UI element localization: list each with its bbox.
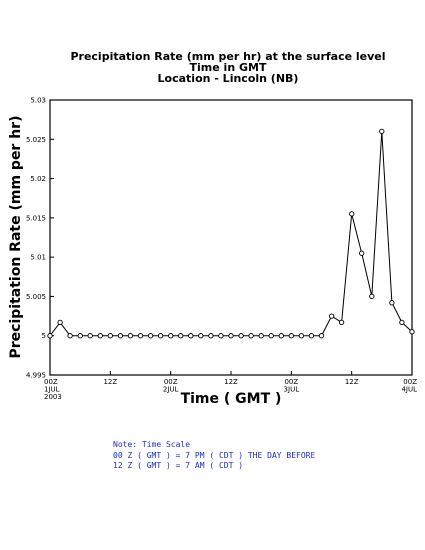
data-point [359,250,365,256]
x-tick-label: 00Z [44,378,58,386]
data-point [349,211,355,217]
x-tick-label: 00Z [284,378,298,386]
y-tick-label: 5.01 [30,254,46,262]
x-tick-label: 4JUL [401,386,417,394]
y-tick-label: 5.025 [26,136,46,144]
x-tick-label: 1JUL [44,386,60,394]
data-point [318,333,325,339]
data-point [248,333,254,339]
data-point [198,333,204,339]
data-point [288,333,294,339]
data-point [77,333,83,339]
data-point [308,333,315,339]
y-tick-label: 5.03 [30,97,46,105]
note-line-2: 00 Z ( GMT ) = 7 PM ( CDT ) THE DAY BEFO… [113,450,316,460]
y-tick-label: 5.015 [26,214,46,222]
data-point [338,319,345,326]
y-tick-label: 5.02 [30,175,46,183]
x-tick-label: 00Z [164,378,178,386]
data-point [208,333,214,339]
data-point [67,333,73,339]
data-point [127,333,134,339]
x-tick-label: 00Z [403,378,417,386]
data-point [178,333,184,339]
y-tick-label: 4.995 [26,372,46,380]
data-point [258,333,264,339]
data-point [379,128,385,135]
data-point [117,333,124,339]
data-point [328,313,335,319]
data-point [157,333,164,339]
data-point [107,333,113,339]
chart-title-line-2: Time in GMT [190,61,267,74]
note-line-3: 12 Z ( GMT ) = 7 AM ( CDT ) [113,461,244,470]
x-tick-label: 12Z [103,378,117,386]
x-tick-label: 3JUL [284,386,300,394]
chart-title-line-1: Precipitation Rate (mm per hr) at the su… [70,50,385,63]
data-point [369,293,375,300]
data-point [268,333,274,339]
data-point [278,333,284,339]
data-point [228,333,234,339]
data-point [409,329,415,335]
y-tick-label: 5 [42,332,46,340]
note-line-1: Note: Time Scale [113,440,191,449]
data-point [218,333,224,339]
data-point [57,319,63,326]
data-points [47,128,415,339]
data-point [97,333,103,339]
data-point [188,333,194,339]
data-point [47,333,53,339]
data-point [137,333,144,339]
x-tick-label: 2JUL [163,386,179,394]
data-point [168,333,174,339]
data-point [238,333,244,339]
x-axis-label: Time ( GMT ) [181,391,282,407]
data-point [298,333,305,339]
y-tick-label: 5.005 [26,293,46,301]
data-point [389,300,395,306]
data-point [399,319,405,326]
data-point [147,333,154,339]
y-axis-label: Precipitation Rate (mm per hr) [8,116,24,359]
series-line [49,131,413,337]
x-tick-label: 12Z [224,378,238,386]
data-point [87,333,93,339]
x-tick-label: 2003 [44,393,62,401]
x-tick-label: 12Z [345,378,359,386]
y-axis: 4.995 5 5.005 5.01 5.015 5.02 5.025 5.03 [26,97,54,380]
chart-title-line-3: Location - Lincoln (NB) [158,72,299,85]
